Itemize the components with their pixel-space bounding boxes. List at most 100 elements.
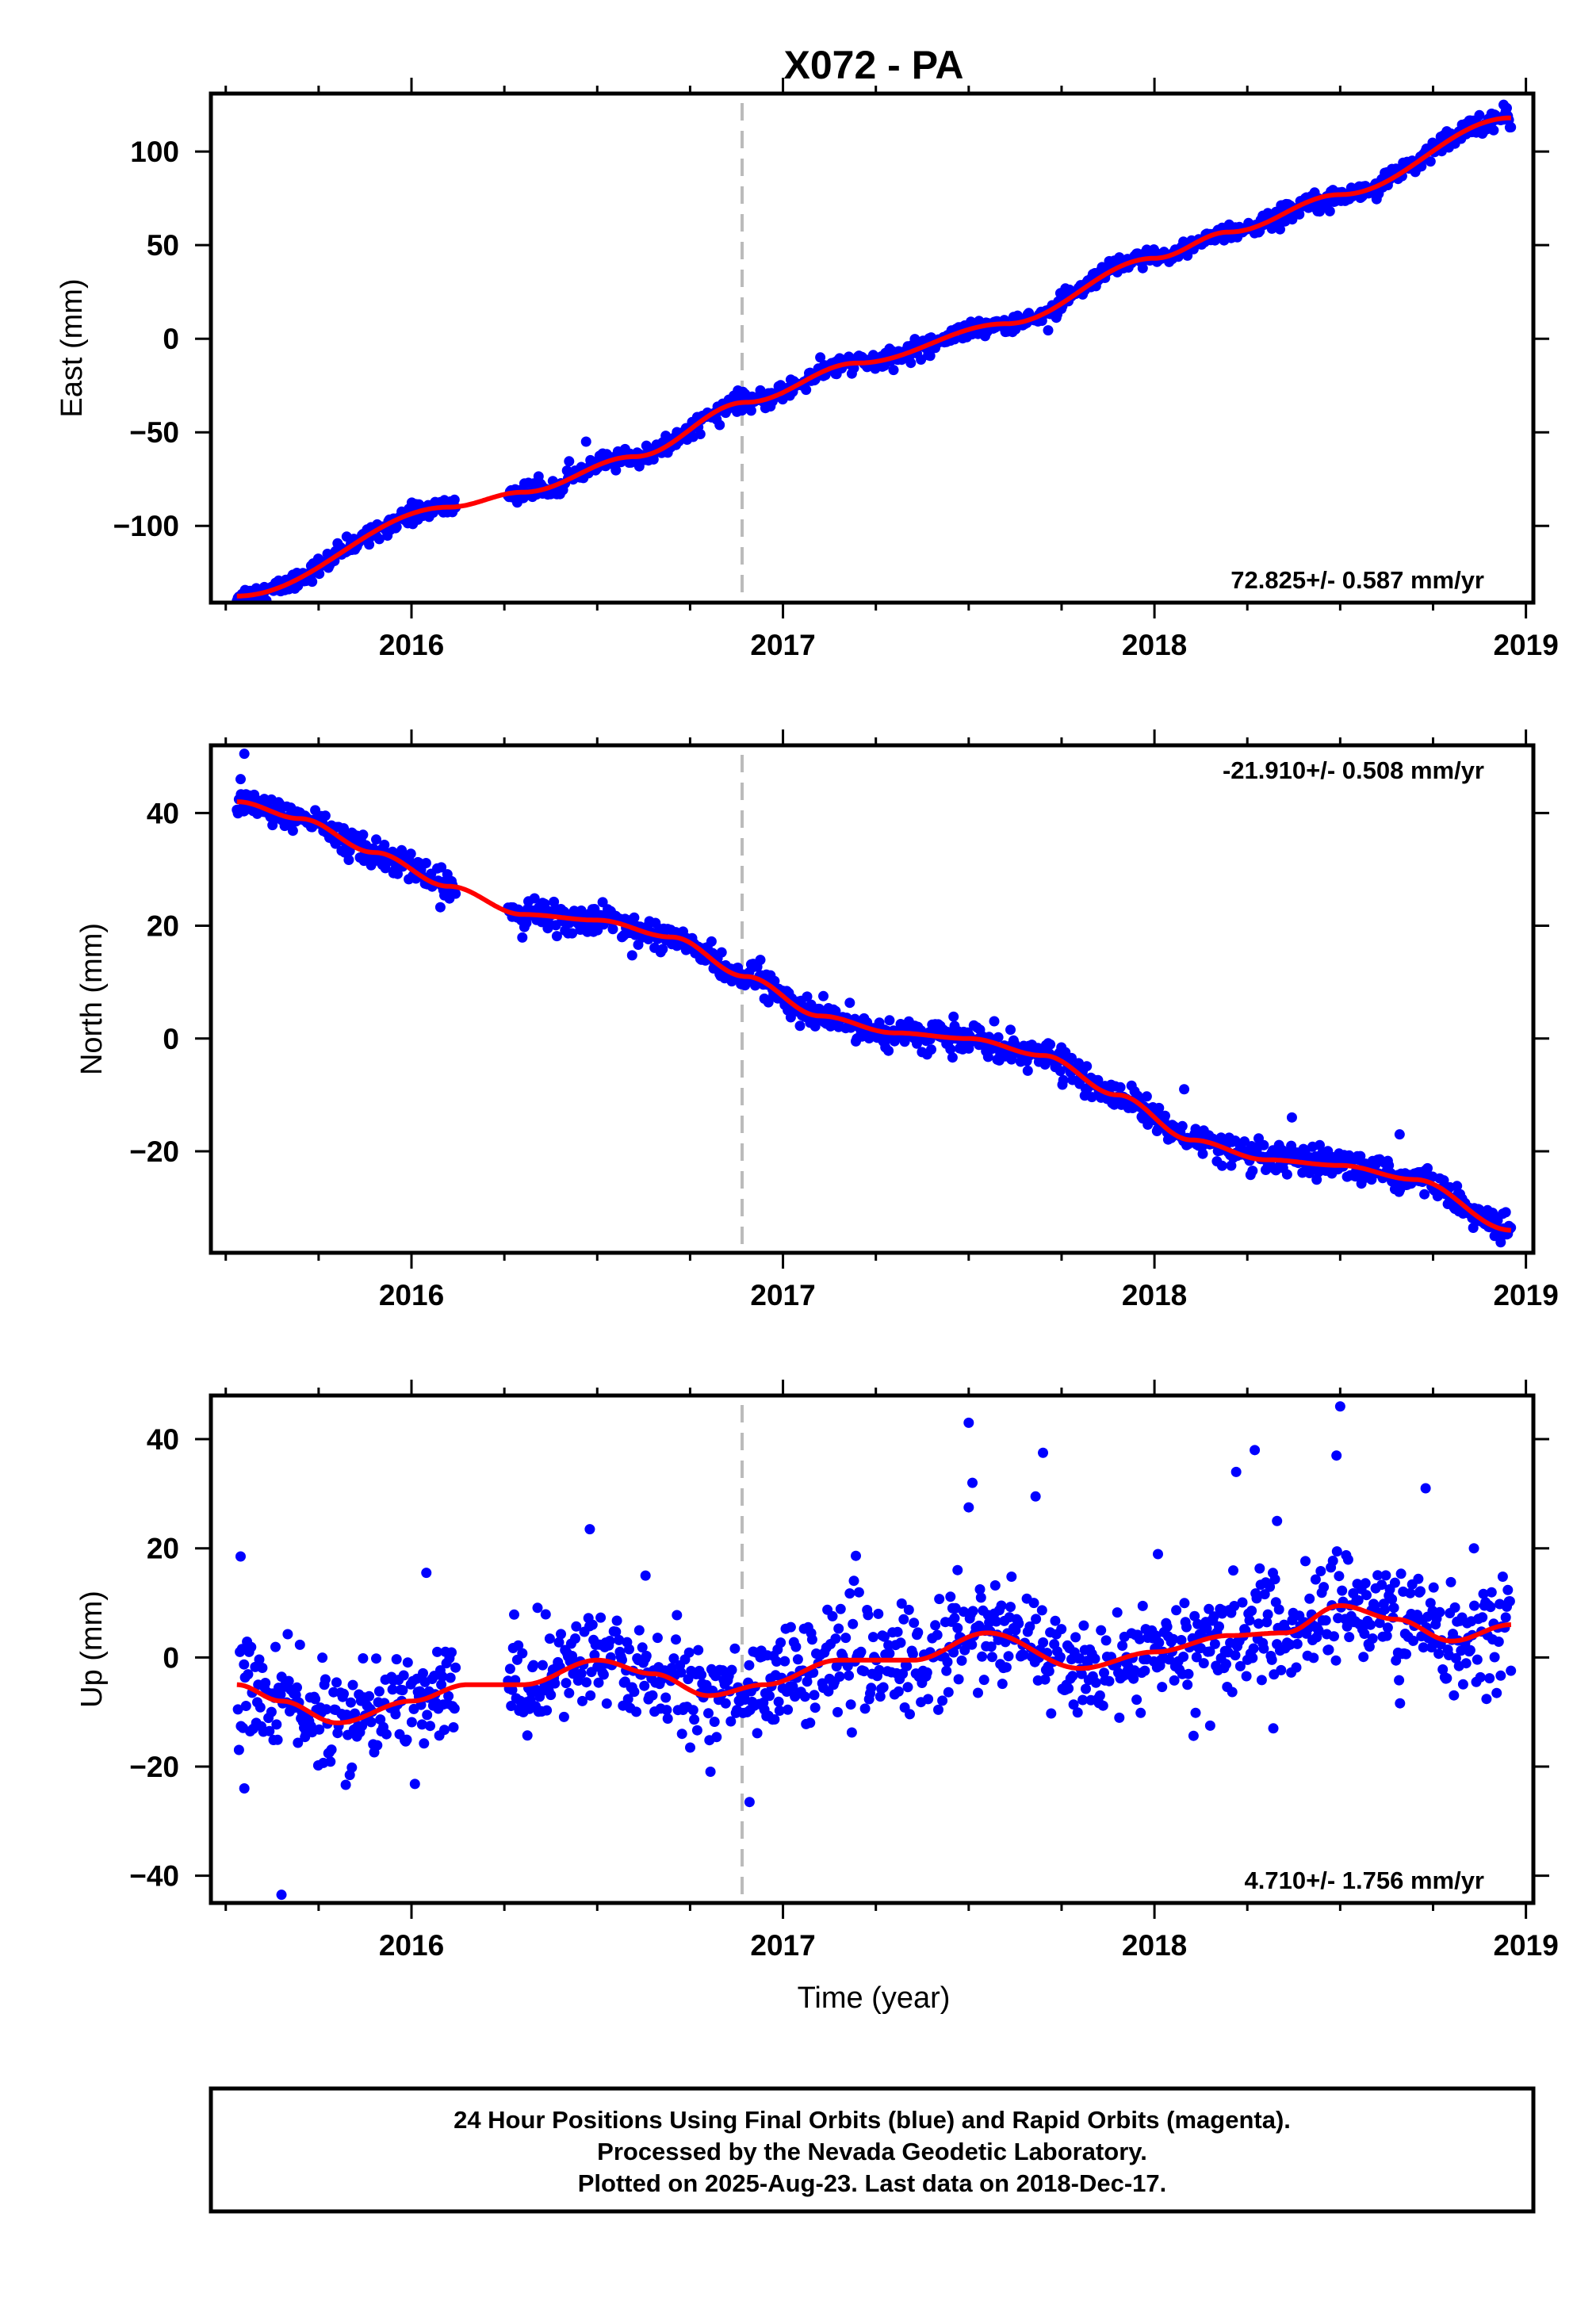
data-point [671,1634,681,1645]
data-point [339,1688,349,1699]
data-point [1234,1660,1246,1671]
data-point [1388,1602,1399,1614]
data-point [366,1717,377,1728]
data-point [601,1698,612,1709]
data-point [1391,1655,1402,1666]
data-point [883,1045,894,1056]
data-point [932,1629,943,1641]
data-point-outlier [1230,1466,1242,1477]
data-point-outlier [1179,1084,1190,1095]
data-point [1495,1670,1506,1681]
data-point [317,1652,328,1664]
data-point [652,1633,663,1644]
data-point [729,1643,741,1654]
data-point [1115,1082,1126,1093]
data-point [923,1694,934,1705]
data-point [529,893,540,904]
data-point [504,1664,515,1675]
data-point [1204,1646,1215,1657]
data-point [989,1580,1001,1591]
data-point [1227,1687,1238,1698]
data-point [406,1717,417,1728]
data-point-outlier [963,1417,974,1428]
data-point [307,576,318,588]
data-point [832,1706,843,1717]
data-point [873,1608,884,1619]
data-point [1311,1174,1322,1185]
data-point-outlier [276,1889,287,1901]
data-point [1112,1607,1123,1618]
data-point [1367,1633,1378,1644]
data-point [997,1679,1008,1690]
data-point [716,947,727,958]
data-point [292,1682,302,1693]
y-axis-title: East (mm) [55,278,89,417]
panel-frame [209,743,1536,1255]
data-point [1425,156,1436,167]
data-point [672,1610,683,1621]
data-point [1259,1589,1270,1600]
data-point [1294,209,1305,220]
data-point [1178,1652,1189,1662]
data-point [1078,1620,1089,1631]
data-point [799,1691,810,1702]
data-point [283,1675,294,1687]
data-point [1226,1160,1237,1171]
data-point [1189,1610,1200,1621]
y-tick-label: 0 [163,1641,179,1674]
data-point [358,1653,369,1664]
data-point [1190,1707,1201,1718]
data-point [752,1728,763,1739]
data-point [948,1011,959,1022]
data-point [783,1704,794,1715]
data-point [775,1637,787,1648]
data-point [711,1732,722,1743]
data-point [553,1637,565,1648]
data-point [1043,1666,1054,1677]
data-point [1054,1066,1066,1077]
data-point-outlier [239,748,250,760]
data-point [1247,1652,1258,1664]
data-point [859,1703,871,1714]
data-point [1445,1576,1456,1587]
data-point-outlier [421,1568,432,1579]
data-point [866,1683,877,1694]
data-point [624,1644,634,1655]
data-point [1497,1572,1508,1582]
data-point [607,924,618,935]
data-point [1500,1207,1511,1218]
data-point [587,1619,598,1630]
data-point [1395,1698,1406,1709]
data-point [629,912,640,923]
data-point [1039,1674,1051,1685]
data-point [254,1654,265,1665]
data-point [809,1690,820,1701]
data-point [294,1639,305,1650]
data-point [540,1609,551,1620]
footer-line-2: Processed by the Nevada Geodetic Laborat… [597,2138,1147,2165]
data-point [1135,1707,1146,1718]
data-point [1327,1556,1338,1566]
data-point-outlier [967,1477,978,1488]
data-point [982,1051,993,1062]
data-point [390,1709,401,1720]
data-point [878,1682,889,1693]
data-point [1241,1671,1252,1682]
data-point [1100,1635,1112,1646]
data-point [764,1690,775,1702]
data-point [517,1648,528,1659]
data-point [1168,1633,1179,1644]
data-point-outlier [1272,1515,1283,1526]
data-point [1384,1160,1395,1171]
data-point [401,1734,412,1745]
model-fit-line [236,115,1512,599]
data-point [373,1686,385,1697]
data-point [1413,1573,1424,1584]
data-point [909,1618,920,1629]
data-point [859,1666,870,1677]
data-point-outlier [235,1551,246,1562]
data-point [1230,1650,1241,1661]
y-tick-label: 0 [163,1023,179,1055]
data-point [1179,1598,1190,1609]
data-point [589,1649,600,1660]
